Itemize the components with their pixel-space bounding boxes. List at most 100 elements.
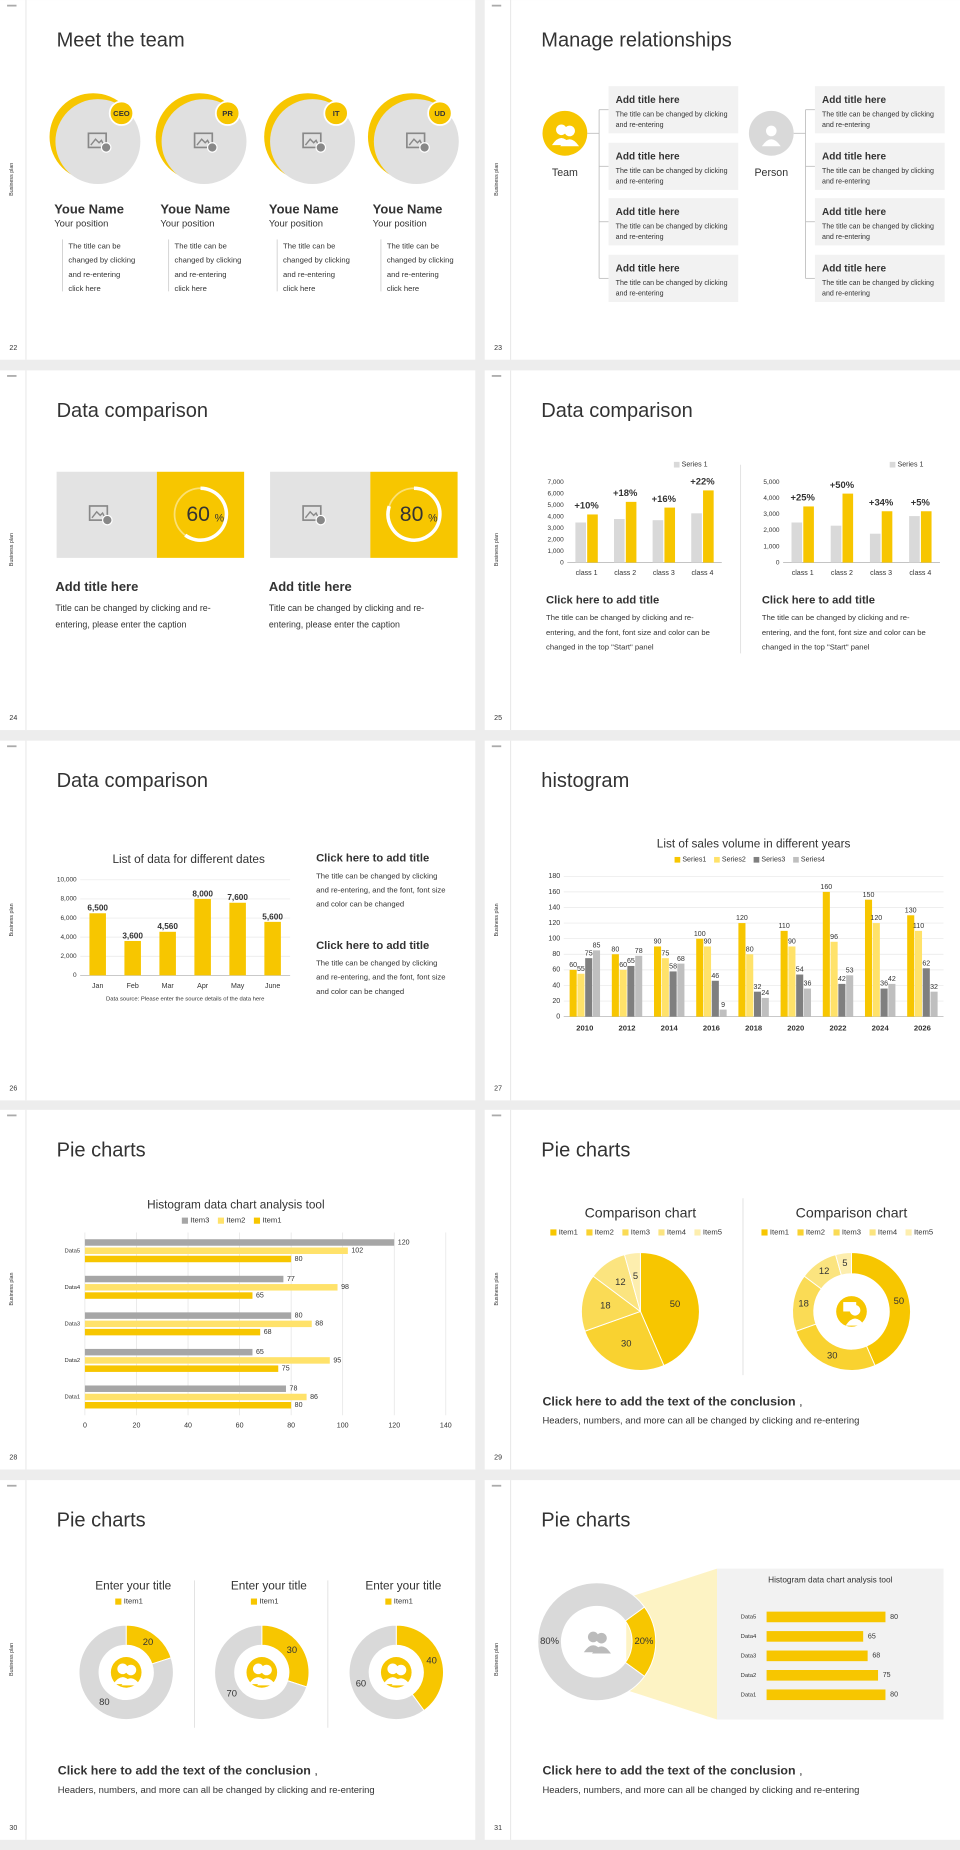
item-text: and re-entering xyxy=(616,122,664,129)
y-tick-label: Data4 xyxy=(741,1634,757,1640)
legend-swatch xyxy=(889,461,896,468)
item-box xyxy=(814,142,945,190)
slice-label: 80 xyxy=(99,1696,109,1707)
y-tick-label: 2,000 xyxy=(548,536,565,543)
y-tick-label: 1,000 xyxy=(763,543,780,550)
bar xyxy=(753,991,762,1017)
y-tick-label: 10,000 xyxy=(57,877,77,884)
item-text: and re-entering xyxy=(822,122,870,129)
data-label: 90 xyxy=(704,939,712,946)
slide: Business plan 26 Data comparison List of da… xyxy=(0,740,476,1101)
member-position: Your position xyxy=(269,218,323,229)
legend-swatch xyxy=(793,856,799,863)
data-label: 65 xyxy=(868,1633,876,1640)
x-tick-label: Mar xyxy=(162,983,175,990)
badge xyxy=(108,100,135,126)
slice-label: 30 xyxy=(621,1337,631,1348)
legend-label: Series1 xyxy=(682,857,706,864)
chart-heading: Click here to add title xyxy=(546,594,659,606)
bar xyxy=(264,921,281,976)
y-tick-label: 4,000 xyxy=(60,934,77,941)
person-icon xyxy=(261,1664,272,1676)
y-tick-label: 100 xyxy=(548,936,560,943)
data-label: 32 xyxy=(754,984,762,991)
note: Headers, numbers, and more can all be ch… xyxy=(543,1784,860,1795)
bar xyxy=(719,1009,727,1017)
y-tick-label: 2,000 xyxy=(60,953,77,960)
data-label: 68 xyxy=(872,1653,880,1660)
slice-label: 18 xyxy=(600,1300,610,1311)
data-label: 130 xyxy=(905,907,917,914)
slide: Business plan 27 histogram List of sales vo… xyxy=(484,740,960,1101)
legend-swatch xyxy=(753,856,760,863)
progress-value: 60 xyxy=(186,503,210,526)
block-text: and color can be changed xyxy=(316,900,404,909)
note: Headers, numbers, and more can all be ch… xyxy=(58,1784,375,1795)
person-icon xyxy=(125,1664,137,1676)
data-label: 95 xyxy=(333,1357,341,1364)
x-tick-label: 20 xyxy=(133,1423,141,1430)
bar xyxy=(229,902,246,976)
chart-text: The title can be changed by clicking and… xyxy=(546,613,694,622)
slice-label: 12 xyxy=(819,1265,829,1276)
member-name: Youe Name xyxy=(160,201,230,216)
data-label: 68 xyxy=(677,956,685,963)
legend-swatch xyxy=(694,1229,701,1236)
group-label: Team xyxy=(552,167,578,179)
data-label: 98 xyxy=(341,1284,349,1291)
y-tick-label: 1,000 xyxy=(548,548,565,555)
legend-label: Item4 xyxy=(667,1227,687,1236)
progress-value: 80 xyxy=(400,503,424,526)
legend-label: Item1 xyxy=(124,1597,143,1606)
chart-text: entering, and the font, font size and co… xyxy=(762,628,926,637)
data-label: 75 xyxy=(883,1672,891,1679)
member-name: Youe Name xyxy=(373,201,443,216)
slide-title: Pie charts xyxy=(57,1139,146,1161)
slide: Business plan 22 Meet the team CEO Youe Name… xyxy=(0,0,476,360)
x-tick-label: 140 xyxy=(440,1423,452,1430)
x-tick-label: 100 xyxy=(337,1423,349,1430)
member-description: and re-entering xyxy=(283,270,335,279)
legend-swatch xyxy=(217,1217,224,1224)
page-number: 27 xyxy=(494,1085,502,1092)
slice-label: 80% xyxy=(540,1635,559,1646)
bar xyxy=(766,1650,868,1662)
slide-title: Data comparison xyxy=(57,770,208,792)
member-description: and re-entering xyxy=(68,270,120,279)
block-text: and re-entering, and the font, font size xyxy=(316,973,445,982)
badge-label: PR xyxy=(222,109,233,118)
image-icon xyxy=(419,142,430,153)
bar xyxy=(677,963,685,1017)
data-label: 120 xyxy=(736,915,748,922)
bar xyxy=(822,891,830,1017)
slide: Business plan 31 Pie charts 20% 80% Histogram… xyxy=(484,1480,960,1840)
x-tick-label: 2024 xyxy=(872,1023,890,1032)
bar xyxy=(922,968,930,1017)
y-tick-label: 180 xyxy=(548,873,560,880)
bar xyxy=(881,511,893,563)
slice xyxy=(584,1310,665,1371)
logo xyxy=(7,745,17,748)
data-label: 120 xyxy=(870,915,882,922)
bar xyxy=(909,516,920,563)
y-tick-label: Data2 xyxy=(741,1673,757,1679)
group-label: Person xyxy=(754,167,788,179)
legend-swatch xyxy=(586,1229,593,1236)
chart-title: Enter your title xyxy=(231,1579,307,1592)
legend-label: Series 1 xyxy=(682,462,708,469)
panel-text: entering, please enter the caption xyxy=(269,619,400,629)
legend-swatch xyxy=(181,1217,188,1224)
bar xyxy=(803,988,812,1017)
page-number: 26 xyxy=(9,1085,17,1092)
legend-label: Item5 xyxy=(703,1227,722,1236)
legend-swatch xyxy=(115,1598,122,1605)
legend-swatch xyxy=(905,1229,912,1236)
slice-label: 70 xyxy=(227,1688,237,1699)
x-tick-label: 60 xyxy=(236,1423,244,1430)
image-icon xyxy=(87,132,107,149)
bar xyxy=(84,1239,395,1246)
data-label: 55 xyxy=(577,966,585,973)
person-icon xyxy=(564,125,575,137)
bar xyxy=(625,501,637,563)
